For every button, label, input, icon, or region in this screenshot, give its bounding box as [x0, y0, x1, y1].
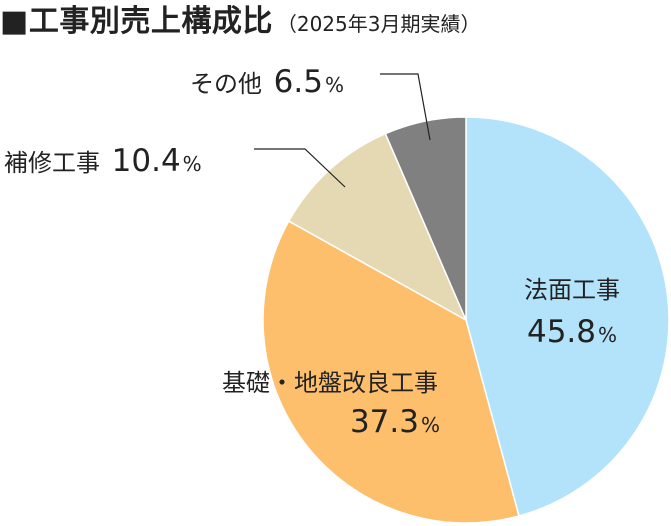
- leader-line: [254, 148, 346, 188]
- slice-value-label: 37.3%: [350, 404, 440, 440]
- pie-slice: [384, 116, 467, 321]
- slice-value-label: 45.8%: [527, 314, 617, 350]
- slice-label: 補修工事 10.4%: [4, 143, 202, 179]
- slice-label: その他 6.5%: [190, 64, 344, 100]
- pie-slice: [287, 132, 468, 322]
- slice-label: 法面工事: [524, 276, 620, 304]
- pie-slice: [262, 220, 520, 524]
- chart-title-row: ■工事別売上構成比 （2025年3月期実績）: [0, 0, 480, 48]
- chart-subtitle: （2025年3月期実績）: [276, 12, 481, 36]
- pie-slice: [465, 116, 670, 517]
- leader-line: [380, 73, 431, 141]
- chart-title: ■工事別売上構成比: [0, 4, 273, 39]
- slice-label: 基礎・地盤改良工事: [222, 369, 438, 397]
